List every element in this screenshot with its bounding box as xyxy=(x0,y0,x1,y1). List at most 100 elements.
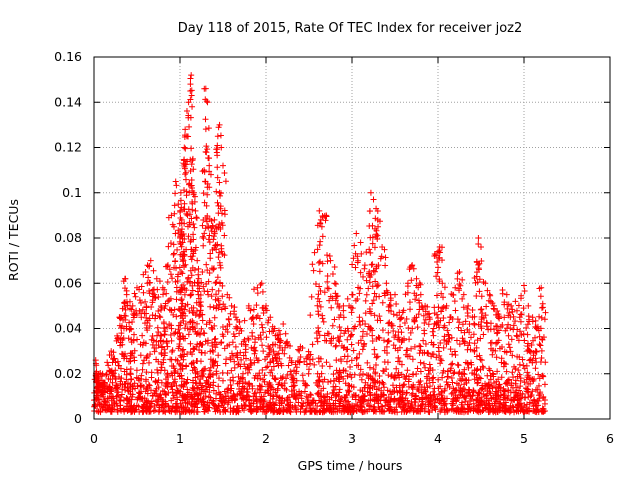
data-point xyxy=(213,341,220,348)
data-point xyxy=(487,372,494,379)
data-point xyxy=(527,380,534,387)
data-point xyxy=(505,321,512,328)
data-point xyxy=(484,287,491,294)
data-point xyxy=(215,375,222,382)
data-point xyxy=(362,321,369,328)
data-point xyxy=(313,335,320,342)
data-point xyxy=(324,272,331,279)
data-point xyxy=(190,250,197,257)
data-point xyxy=(217,190,224,197)
data-point xyxy=(281,350,288,357)
data-point xyxy=(260,376,267,383)
data-point xyxy=(438,290,445,297)
data-point xyxy=(251,344,258,351)
data-point xyxy=(274,408,281,415)
data-point xyxy=(363,371,370,378)
data-point xyxy=(159,397,166,404)
data-point xyxy=(182,312,189,319)
data-point xyxy=(127,391,134,398)
data-point xyxy=(402,395,409,402)
data-point xyxy=(501,360,508,367)
data-point xyxy=(283,397,290,404)
data-point xyxy=(501,388,508,395)
data-point xyxy=(169,347,176,354)
data-point xyxy=(188,291,195,298)
data-point xyxy=(138,372,145,379)
data-point xyxy=(491,326,498,333)
data-point xyxy=(174,278,181,285)
data-point xyxy=(467,346,474,353)
data-point xyxy=(221,252,228,259)
y-tick-label: 0.06 xyxy=(54,275,82,290)
data-point xyxy=(236,405,243,412)
data-point xyxy=(126,298,133,305)
data-point xyxy=(259,324,266,331)
data-point xyxy=(189,103,196,110)
data-point xyxy=(365,285,372,292)
data-point xyxy=(360,393,367,400)
data-point xyxy=(113,382,120,389)
data-point xyxy=(382,254,389,261)
data-point xyxy=(234,316,241,323)
data-point xyxy=(183,379,190,386)
data-point xyxy=(477,397,484,404)
data-point xyxy=(93,375,100,382)
data-point xyxy=(419,394,426,401)
data-point xyxy=(259,342,266,349)
data-point xyxy=(370,379,377,386)
data-point xyxy=(270,348,277,355)
data-point xyxy=(374,394,381,401)
data-point xyxy=(214,362,221,369)
data-point xyxy=(142,340,149,347)
data-point xyxy=(314,302,321,309)
data-point xyxy=(410,265,417,272)
data-point xyxy=(443,337,450,344)
data-point xyxy=(213,149,220,156)
data-point xyxy=(457,375,464,382)
data-point xyxy=(479,363,486,370)
data-point xyxy=(381,391,388,398)
data-point xyxy=(260,348,267,355)
data-point xyxy=(181,251,188,258)
data-point xyxy=(199,311,206,318)
data-point xyxy=(415,297,422,304)
data-point xyxy=(319,362,326,369)
data-point xyxy=(177,289,184,296)
data-point xyxy=(218,219,225,226)
data-point xyxy=(147,351,154,358)
data-point xyxy=(480,398,487,405)
data-point xyxy=(478,244,484,251)
data-point xyxy=(468,359,475,366)
data-point xyxy=(222,408,229,415)
data-point xyxy=(354,354,361,361)
data-point xyxy=(430,351,437,358)
data-point xyxy=(192,207,199,214)
data-point xyxy=(273,392,280,399)
data-point xyxy=(435,344,442,351)
data-point xyxy=(298,395,305,402)
data-point xyxy=(417,408,424,415)
data-point xyxy=(356,290,363,297)
data-point xyxy=(368,261,375,268)
data-point xyxy=(447,314,454,321)
data-point xyxy=(469,392,476,399)
data-point xyxy=(128,326,135,333)
data-point xyxy=(190,359,197,366)
data-point xyxy=(520,330,527,337)
data-point xyxy=(329,389,336,396)
data-point xyxy=(199,341,206,348)
data-point xyxy=(430,341,437,348)
x-tick-label: 0 xyxy=(90,431,98,446)
data-point xyxy=(416,396,423,403)
data-point xyxy=(279,395,286,402)
data-point xyxy=(195,295,202,302)
data-point xyxy=(390,342,397,349)
data-point xyxy=(159,387,166,394)
data-point xyxy=(512,394,519,401)
data-point xyxy=(316,268,323,275)
data-point xyxy=(156,313,163,320)
data-point xyxy=(217,192,224,199)
data-point xyxy=(321,376,328,383)
data-point xyxy=(353,230,360,237)
data-point xyxy=(319,315,326,322)
